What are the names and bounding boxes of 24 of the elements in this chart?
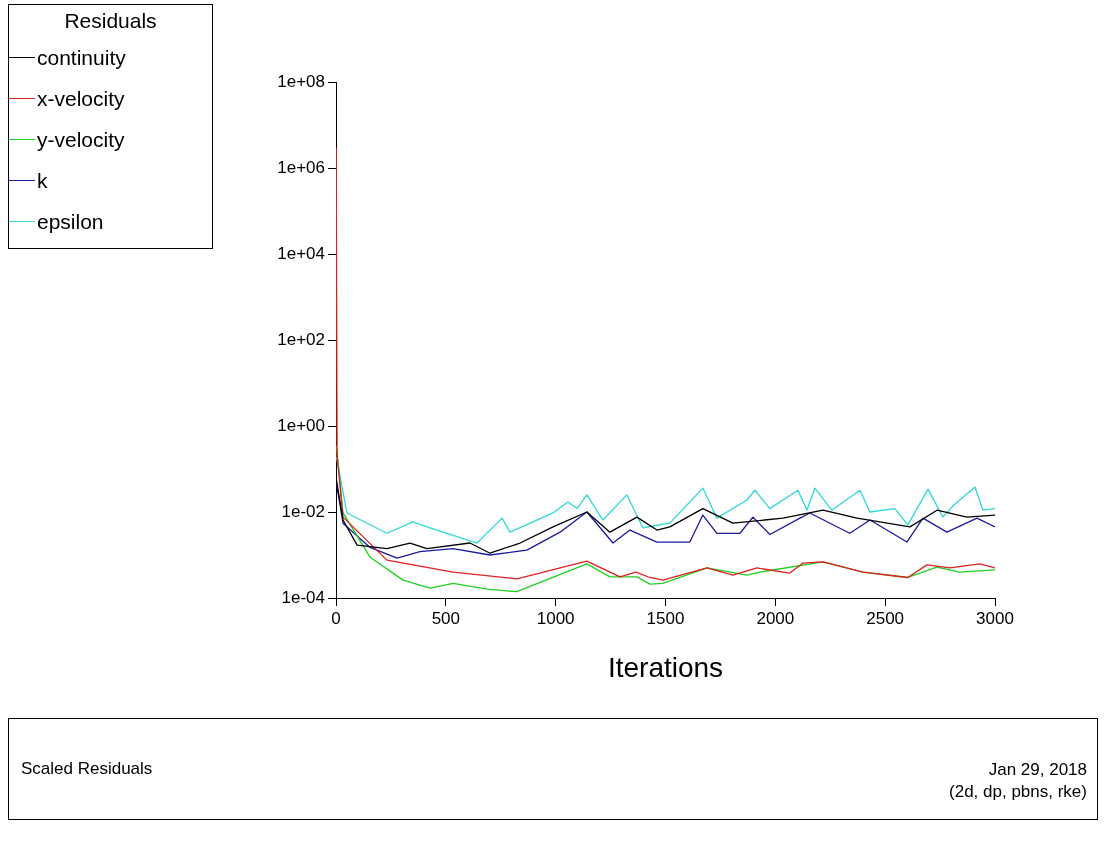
legend-label: y-velocity [37,127,125,152]
x-tick-label: 500 [431,608,461,628]
x-tick-label: 1000 [536,608,575,628]
x-tick-label: 1500 [646,608,685,628]
y-tick-label: 1e-02 [281,501,325,521]
x-tick-label: 3000 [976,608,1014,628]
y-tick-label: 1e+08 [277,71,325,91]
x-tick-label: 0 [331,608,341,628]
x-tick-label: 2500 [866,608,905,628]
text: Scaled Residuals [21,759,153,779]
y-tick-label: 1e-04 [281,587,325,607]
y-tick-label: 1e+06 [277,157,325,177]
y-tick-label: 1e+04 [277,243,325,263]
y-tick-label: 1e+02 [277,329,325,349]
text: Jan 29, 2018 [987,759,1087,781]
legend-label: epsilon [37,209,104,234]
y-tick-label: 1e+00 [277,415,325,435]
x-tick-label: 2000 [756,608,795,628]
x-axis-title: Iterations [607,651,724,683]
legend-label: x-velocity [37,86,125,111]
text: (2d, dp, pbns, rke) [949,781,1087,803]
legend-label: continuity [37,45,126,70]
legend-title: Residuals [63,9,158,33]
legend-label: k [37,168,48,193]
